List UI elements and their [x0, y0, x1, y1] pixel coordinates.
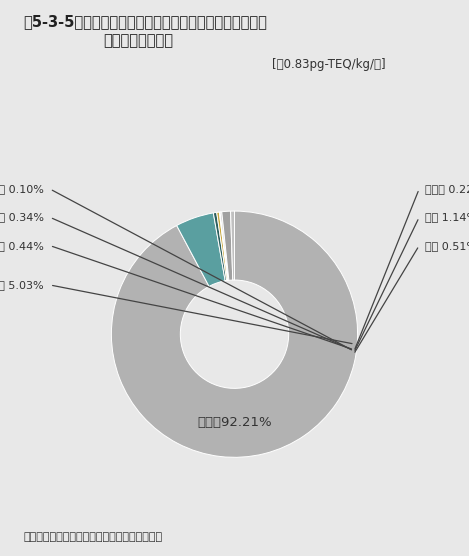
Text: 大気 1.14%: 大気 1.14% — [425, 212, 469, 222]
Text: その他 0.22%: その他 0.22% — [425, 184, 469, 194]
Text: 魚介類92.21%: 魚介類92.21% — [197, 416, 272, 429]
Wedge shape — [213, 212, 227, 281]
Text: 乳・乳製品 0.34%: 乳・乳製品 0.34% — [0, 212, 44, 222]
Wedge shape — [217, 212, 228, 281]
Text: 調味料 0.44%: 調味料 0.44% — [0, 241, 44, 251]
Text: （平成２２年度）: （平成２２年度） — [103, 33, 173, 48]
Wedge shape — [219, 212, 228, 280]
Text: 土壌 0.51%: 土壌 0.51% — [425, 241, 469, 251]
Text: 砂糖・菓子 0.10%: 砂糖・菓子 0.10% — [0, 184, 44, 194]
Wedge shape — [231, 211, 234, 280]
Wedge shape — [177, 213, 225, 286]
Text: 資料：厚生労働省・環境省資料より環境省作成: 資料：厚生労働省・環境省資料より環境省作成 — [23, 532, 163, 542]
Text: 肉・卵 5.03%: 肉・卵 5.03% — [0, 280, 44, 290]
Wedge shape — [111, 211, 357, 457]
Wedge shape — [222, 211, 233, 280]
Wedge shape — [220, 212, 229, 280]
Text: [約0.83pg-TEQ/kg/日]: [約0.83pg-TEQ/kg/日] — [272, 58, 386, 71]
Text: 図5-3-5　日本におけるダイオキシン類の１人１日摂取量: 図5-3-5 日本におけるダイオキシン類の１人１日摂取量 — [23, 14, 267, 29]
